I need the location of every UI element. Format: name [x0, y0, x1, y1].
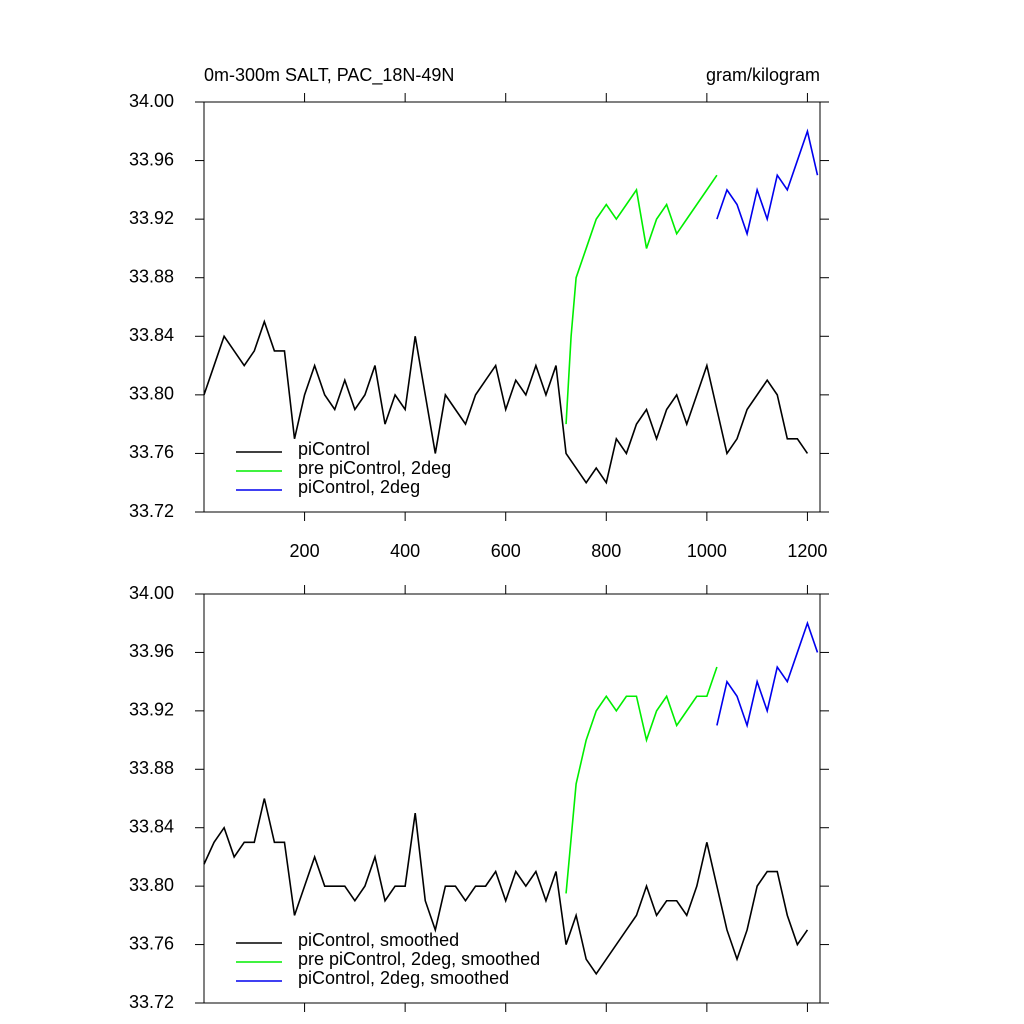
y-tick-label: 33.88	[129, 758, 174, 778]
y-tick-label: 33.92	[129, 700, 174, 720]
y-tick-label: 34.00	[129, 583, 174, 603]
x-tick-label: 1000	[687, 541, 727, 561]
series-line	[716, 620, 819, 729]
y-tick-label: 33.92	[129, 208, 174, 228]
y-tick-label: 33.72	[129, 501, 174, 521]
legend-label: piControl, smoothed	[298, 930, 459, 950]
legend-label: piControl	[298, 439, 370, 459]
y-tick-label: 33.72	[129, 992, 174, 1012]
series-line	[716, 128, 819, 237]
x-tick-label: 1200	[787, 541, 827, 561]
y-tick-label: 34.00	[129, 91, 174, 111]
series-line	[565, 174, 718, 425]
plot-frame	[203, 593, 821, 1004]
y-tick-label: 33.80	[129, 875, 174, 895]
legend-label: pre piControl, 2deg	[298, 458, 451, 478]
y-tick-label: 33.76	[129, 933, 174, 953]
series-line	[565, 666, 718, 894]
y-tick-label: 33.88	[129, 266, 174, 286]
y-tick-label: 33.96	[129, 149, 174, 169]
units-label: gram/kilogram	[706, 65, 820, 85]
y-tick-label: 33.76	[129, 442, 174, 462]
y-tick-label: 33.80	[129, 384, 174, 404]
x-tick-label: 200	[290, 541, 320, 561]
x-tick-label: 800	[591, 541, 621, 561]
legend-label: pre piControl, 2deg, smoothed	[298, 949, 540, 969]
legend-label: piControl, 2deg	[298, 477, 420, 497]
series-line	[203, 798, 809, 976]
legend-label: piControl, 2deg, smoothed	[298, 968, 509, 988]
series-line	[203, 319, 809, 485]
y-tick-label: 33.96	[129, 641, 174, 661]
x-tick-label: 600	[491, 541, 521, 561]
x-tick-label: 400	[390, 541, 420, 561]
y-tick-label: 33.84	[129, 325, 174, 345]
plot-frame	[203, 101, 821, 513]
y-tick-label: 33.84	[129, 816, 174, 836]
chart-title: 0m-300m SALT, PAC_18N-49N	[204, 65, 454, 86]
